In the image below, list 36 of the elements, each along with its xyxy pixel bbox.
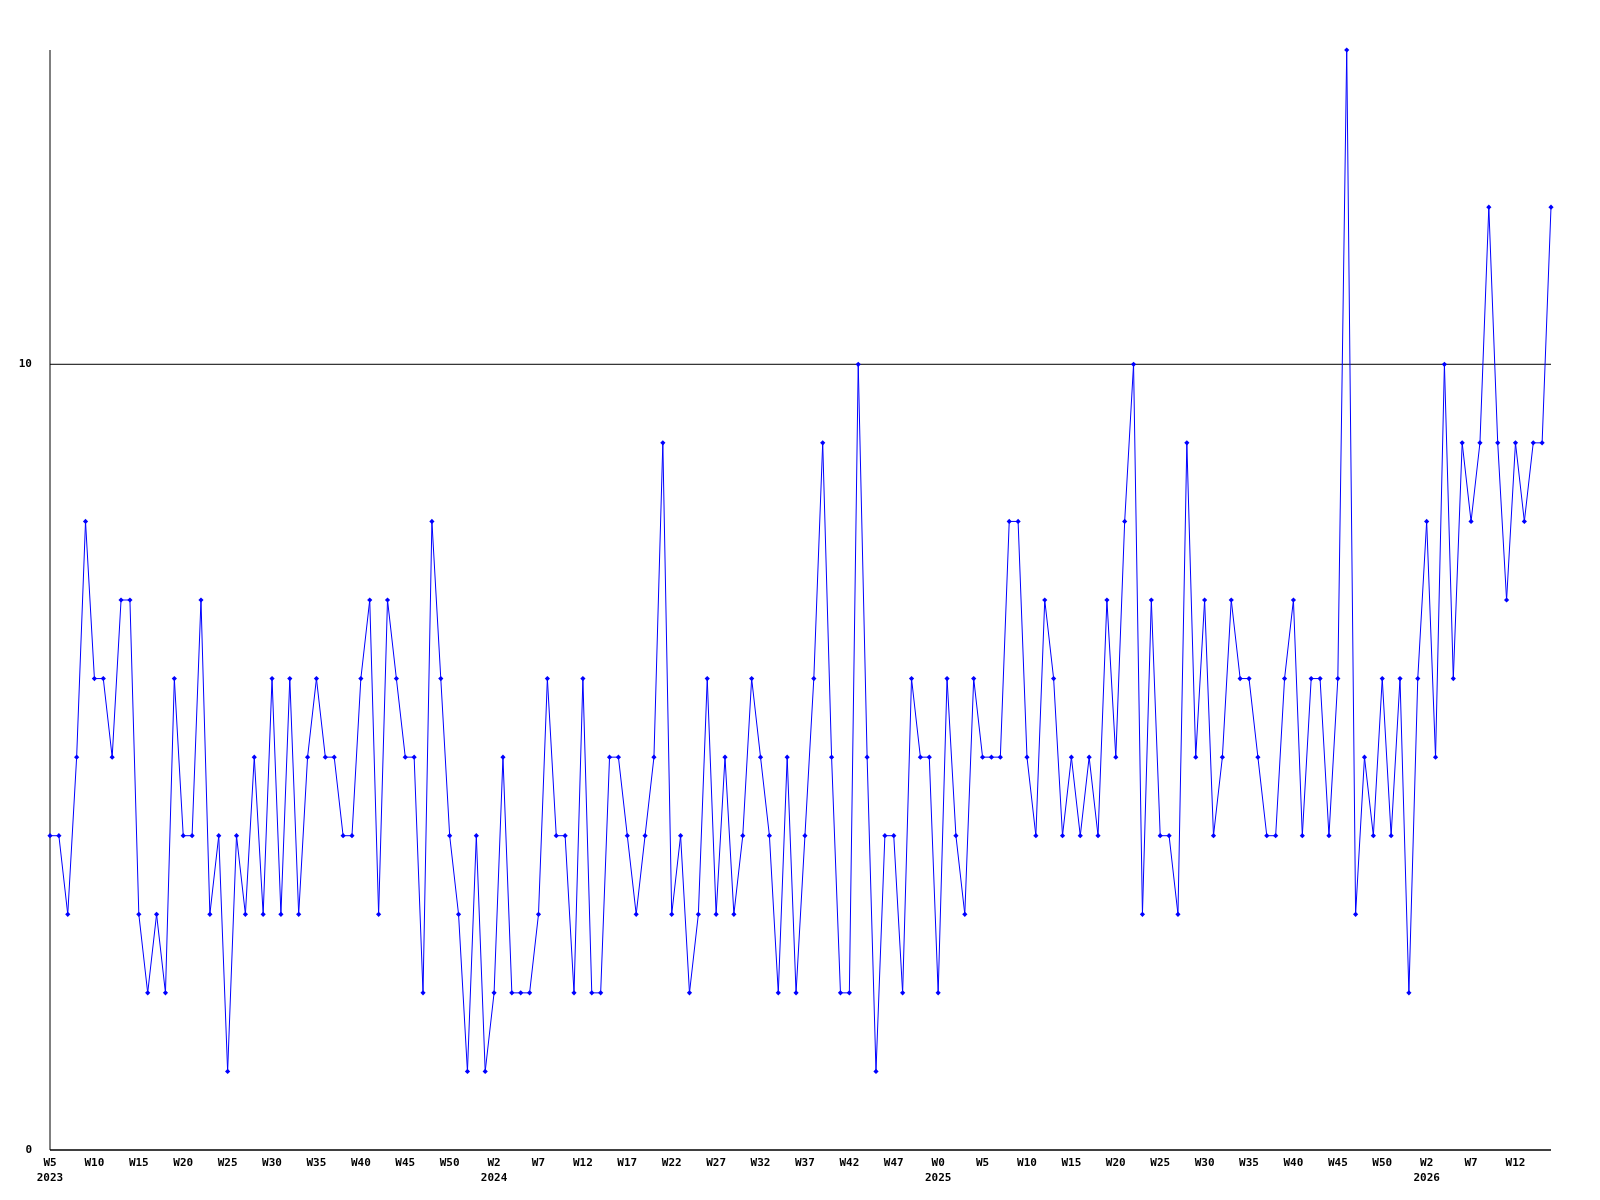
x-tick-label: W17 bbox=[617, 1156, 638, 1169]
x-tick-label: W47 bbox=[883, 1156, 904, 1169]
x-tick-label: W42 bbox=[839, 1156, 860, 1169]
x-tick-label: W2 2026 bbox=[1413, 1156, 1441, 1184]
y-tick-label: 0 bbox=[25, 1143, 32, 1156]
x-tick-label: W45 bbox=[395, 1156, 416, 1169]
x-tick-label: W50 bbox=[439, 1156, 460, 1169]
x-tick-label: W12 bbox=[572, 1156, 593, 1169]
x-tick-label: W5 bbox=[975, 1156, 990, 1169]
x-tick-label: W12 bbox=[1505, 1156, 1526, 1169]
x-tick-label: W20 bbox=[1105, 1156, 1126, 1169]
x-tick-label: W25 bbox=[217, 1156, 238, 1169]
x-tick-label: W7 bbox=[531, 1156, 546, 1169]
x-tick-label: W50 bbox=[1372, 1156, 1393, 1169]
x-tick-label: W30 bbox=[262, 1156, 282, 1169]
x-tick-label: W0 2025 bbox=[924, 1156, 952, 1184]
x-tick-label: W15 bbox=[128, 1156, 149, 1169]
x-tick-label: W2 2024 bbox=[480, 1156, 508, 1184]
x-tick-label: W37 bbox=[795, 1156, 815, 1169]
x-tick-label: W15 bbox=[1061, 1156, 1082, 1169]
x-tick-label: W27 bbox=[706, 1156, 727, 1169]
x-tick-label: W30 bbox=[1194, 1156, 1215, 1169]
x-tick-label: W10 bbox=[1017, 1156, 1037, 1169]
x-tick-label: W20 bbox=[173, 1156, 194, 1169]
x-tick-label: W25 bbox=[1150, 1156, 1171, 1169]
y-tick-label: 10 bbox=[18, 357, 32, 371]
x-tick-label: W35 bbox=[306, 1156, 327, 1169]
x-tick-label: W10 bbox=[84, 1156, 105, 1169]
x-tick-label: W7 bbox=[1464, 1156, 1478, 1169]
x-tick-label: W45 bbox=[1327, 1156, 1348, 1169]
x-tick-label: W40 bbox=[350, 1156, 371, 1169]
x-tick-label: W22 bbox=[661, 1156, 682, 1169]
x-tick-label: W32 bbox=[750, 1156, 771, 1169]
x-tick-label: W40 bbox=[1283, 1156, 1304, 1169]
x-tick-label: W5 2023 bbox=[36, 1156, 64, 1184]
x-tick-label: W35 bbox=[1239, 1156, 1259, 1169]
